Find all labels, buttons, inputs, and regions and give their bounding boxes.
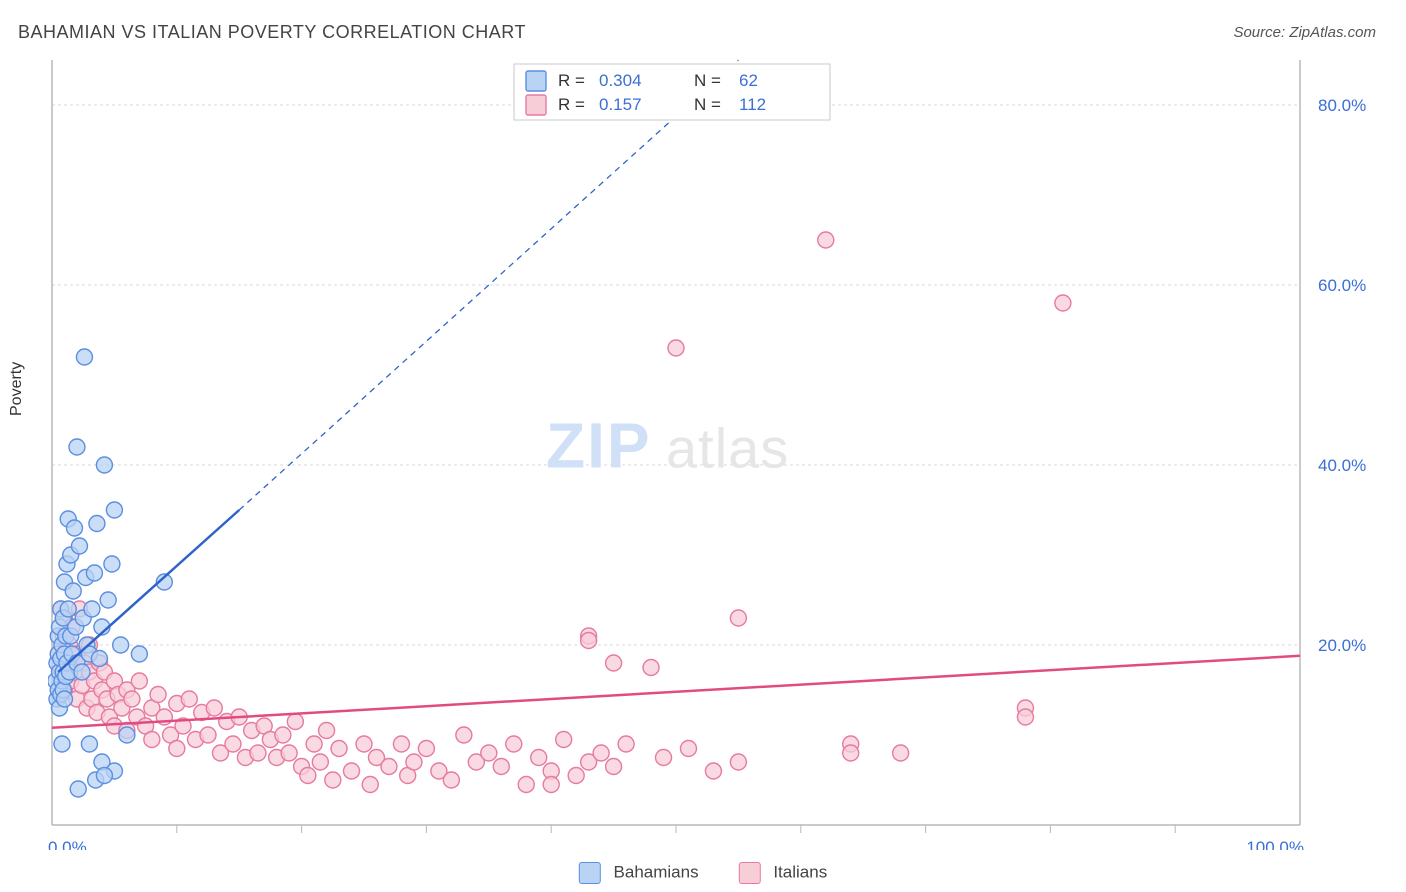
swatch-italians	[739, 862, 761, 884]
svg-text:N =: N =	[694, 71, 721, 90]
svg-text:R =: R =	[558, 95, 585, 114]
svg-text:N =: N =	[694, 95, 721, 114]
svg-text:60.0%: 60.0%	[1318, 276, 1366, 295]
svg-text:20.0%: 20.0%	[1318, 636, 1366, 655]
svg-text:0.0%: 0.0%	[48, 838, 87, 850]
legend-bottom: Bahamians Italians	[579, 862, 827, 884]
chart-container: BAHAMIAN VS ITALIAN POVERTY CORRELATION …	[0, 0, 1406, 892]
svg-text:40.0%: 40.0%	[1318, 456, 1366, 475]
svg-text:100.0%: 100.0%	[1246, 838, 1304, 850]
legend-item-italians: Italians	[739, 862, 828, 884]
legend-item-bahamians: Bahamians	[579, 862, 699, 884]
legend-label-italians: Italians	[773, 862, 827, 881]
swatch-bahamians	[579, 862, 601, 884]
chart-title: BAHAMIAN VS ITALIAN POVERTY CORRELATION …	[18, 22, 526, 43]
legend-label-bahamians: Bahamians	[614, 862, 699, 881]
svg-text:0.304: 0.304	[599, 71, 642, 90]
y-axis-label: Poverty	[8, 362, 26, 416]
svg-text:0.157: 0.157	[599, 95, 642, 114]
svg-text:80.0%: 80.0%	[1318, 96, 1366, 115]
source-label: Source: ZipAtlas.com	[1233, 24, 1376, 41]
svg-text:atlas: atlas	[666, 417, 789, 480]
svg-text:R =: R =	[558, 71, 585, 90]
svg-text:112: 112	[739, 95, 766, 114]
svg-text:ZIP: ZIP	[546, 410, 652, 482]
scatter-plot: 20.0% 40.0% 60.0% 80.0% ZIPatlas 0.0% 100.0% R …	[48, 50, 1368, 850]
svg-text:62: 62	[739, 71, 758, 90]
